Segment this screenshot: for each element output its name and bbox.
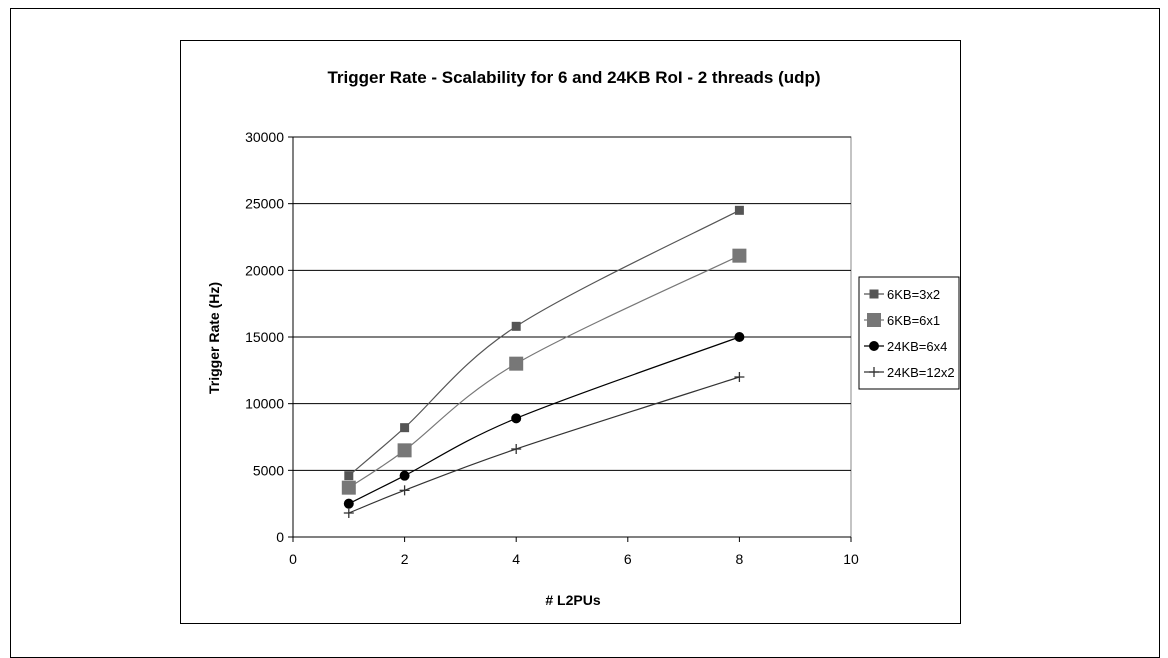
legend-label-2: 24KB=6x4 (887, 339, 947, 354)
gridlines (293, 136, 851, 471)
y-tick-label-20000: 20000 (245, 262, 284, 278)
series-1 (341, 248, 747, 495)
x-tick-label-4: 4 (512, 551, 520, 567)
series-line-2 (348, 336, 740, 505)
data-point-0-0 (344, 471, 354, 481)
y-tick-label-0: 0 (276, 529, 284, 545)
legend-item-3: 24KB=12x2 (864, 365, 955, 380)
y-tick-label-25000: 25000 (245, 196, 284, 212)
y-axis-label: Trigger Rate (Hz) (206, 282, 222, 394)
legend-item-0: 6KB=3x2 (864, 287, 940, 302)
legend-label-1: 6KB=6x1 (887, 313, 940, 328)
data-point-3-0 (343, 508, 354, 518)
y-tick-label-30000: 30000 (245, 129, 284, 145)
data-point-2-0 (343, 498, 354, 509)
series-line-3 (348, 376, 740, 514)
chart-title: Trigger Rate - Scalability for 6 and 24K… (327, 68, 820, 87)
y-tick-label-10000: 10000 (245, 396, 284, 412)
x-tick-label-8: 8 (736, 551, 744, 567)
series-line-1 (348, 255, 740, 489)
axes: 0 5000 10000 15000 20000 25000 30000 0 2 4 6 8 10 (245, 129, 859, 567)
y-tick-label-15000: 15000 (245, 329, 284, 345)
data-point-1-2 (509, 356, 524, 371)
data-point-3-3 (734, 372, 745, 382)
chart-area: Trigger Rate - Scalability for 6 and 24K… (180, 40, 961, 624)
data-point-0-1 (400, 423, 410, 433)
x-tick-label-6: 6 (624, 551, 632, 567)
legend-item-2: 24KB=6x4 (864, 339, 947, 354)
legend-marker-3 (869, 367, 879, 377)
series-3 (343, 372, 745, 518)
series-line-0 (348, 209, 740, 477)
legend-marker-2 (869, 341, 879, 351)
data-point-1-0 (341, 480, 356, 495)
data-point-2-2 (511, 413, 522, 424)
x-tick-label-2: 2 (401, 551, 409, 567)
data-point-0-2 (511, 321, 521, 331)
series-2 (343, 332, 745, 509)
series-0 (344, 205, 744, 481)
data-point-1-3 (732, 248, 747, 263)
y-tick-label-5000: 5000 (253, 462, 284, 478)
legend: 6KB=3x2 6KB=6x1 24KB=6x4 24KB=12x2 (858, 276, 960, 390)
series-layer (341, 205, 747, 518)
data-point-3-1 (399, 485, 410, 496)
x-tick-label-0: 0 (289, 551, 297, 567)
data-point-2-1 (399, 470, 410, 481)
data-point-1-1 (397, 443, 412, 458)
line-chart: Trigger Rate - Scalability for 6 and 24K… (206, 68, 960, 608)
data-point-0-3 (734, 205, 744, 215)
legend-marker-0 (869, 289, 879, 299)
legend-item-1: 6KB=6x1 (864, 313, 940, 328)
legend-marker-1 (867, 313, 881, 327)
x-tick-label-10: 10 (843, 551, 859, 567)
x-axis-label: # L2PUs (545, 592, 600, 608)
legend-label-3: 24KB=12x2 (887, 365, 955, 380)
data-point-3-2 (511, 444, 522, 454)
data-point-2-3 (734, 332, 745, 342)
legend-label-0: 6KB=3x2 (887, 287, 940, 302)
